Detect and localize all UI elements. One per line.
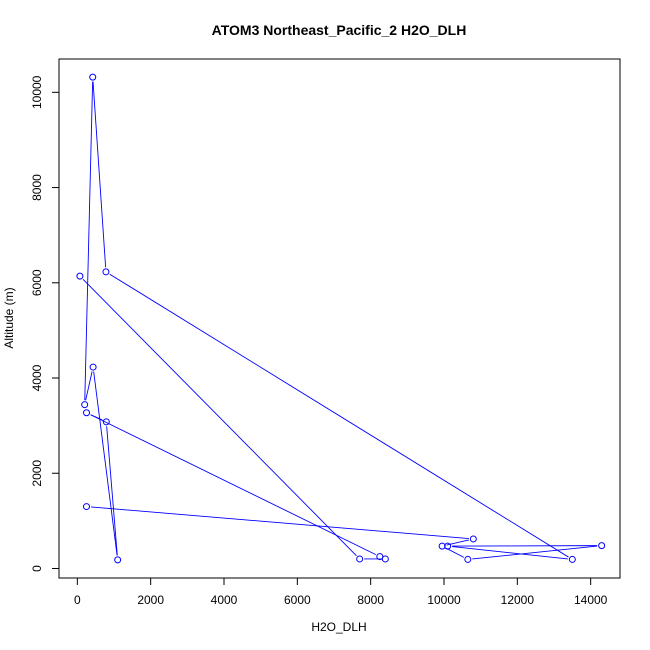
x-tick-label: 2000 xyxy=(137,593,164,607)
data-point xyxy=(568,555,576,563)
plot-frame xyxy=(58,58,621,579)
data-point xyxy=(381,555,389,563)
data-point xyxy=(102,418,110,426)
y-tick-label: 2000 xyxy=(30,460,44,487)
data-series xyxy=(76,73,606,564)
y-axis: 0 2000 4000 6000 8000 10000 xyxy=(30,75,60,572)
data-point xyxy=(89,73,97,81)
series-segment xyxy=(90,414,376,555)
x-tick-label: 6000 xyxy=(284,593,311,607)
x-tick-label: 10000 xyxy=(427,593,461,607)
y-tick-label: 6000 xyxy=(30,269,44,296)
chart-title: ATOM3 Northeast_Pacific_2 H2O_DLH xyxy=(212,22,467,38)
data-point xyxy=(83,503,90,511)
series-segment xyxy=(472,545,598,560)
y-axis-title: Altitude (m) xyxy=(2,287,16,348)
data-point xyxy=(114,556,122,564)
x-tick-label: 14000 xyxy=(574,593,608,607)
series-segment xyxy=(85,371,93,401)
series-segment xyxy=(452,546,568,560)
data-point xyxy=(356,555,364,563)
x-axis: 0 2000 4000 6000 8000 10000 12000 14000 xyxy=(74,577,608,607)
data-point xyxy=(469,535,477,543)
series-segment xyxy=(93,371,118,556)
series-segment xyxy=(445,547,465,558)
data-point xyxy=(83,409,90,417)
x-tick-label: 8000 xyxy=(357,593,384,607)
series-segment xyxy=(82,279,357,557)
series-segment xyxy=(109,273,569,558)
x-tick-label: 4000 xyxy=(211,593,238,607)
data-point xyxy=(444,542,452,550)
data-point xyxy=(81,401,89,409)
series-segment xyxy=(92,81,107,268)
series-segment xyxy=(90,506,469,540)
data-point xyxy=(76,272,84,280)
series-segment xyxy=(106,426,118,556)
series-segment xyxy=(84,81,94,401)
y-tick-label: 4000 xyxy=(30,364,44,391)
data-point xyxy=(89,363,97,371)
y-tick-label: 10000 xyxy=(30,75,44,109)
x-axis-title: H2O_DLH xyxy=(311,620,366,634)
data-point xyxy=(102,268,110,276)
y-tick-label: 8000 xyxy=(30,174,44,201)
x-tick-label: 12000 xyxy=(501,593,535,607)
data-point xyxy=(464,555,472,563)
y-tick-label: 0 xyxy=(30,565,44,572)
x-tick-label: 0 xyxy=(74,593,81,607)
data-point xyxy=(598,542,606,550)
